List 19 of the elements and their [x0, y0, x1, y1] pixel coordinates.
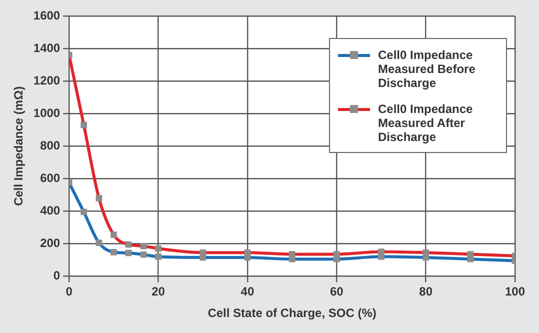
legend-label: Cell0 Impedance Measured After Discharge: [378, 102, 474, 144]
y-tick-label: 200: [40, 236, 60, 250]
y-tick-label: 1200: [33, 73, 60, 88]
x-tick-label: 80: [419, 284, 433, 299]
x-tick-label: 60: [330, 284, 344, 299]
y-tick-label: 1400: [33, 40, 60, 55]
y-axis-title: Cell Impedance (mΩ): [12, 86, 26, 206]
x-tick-label: 100: [504, 284, 526, 299]
y-tick-label: 600: [40, 170, 60, 185]
y-tick-label: 1600: [33, 8, 60, 22]
y-tick-label: 0: [53, 268, 60, 283]
y-tick-label: 1000: [33, 106, 60, 120]
y-tick-label: 800: [40, 138, 60, 152]
x-tick-label: 20: [152, 284, 166, 299]
y-tick-label: 400: [40, 203, 60, 218]
x-tick-label: 40: [240, 284, 254, 299]
x-axis-title: Cell State of Charge, SOC (%): [208, 306, 376, 320]
x-tick-label: 0: [66, 284, 73, 299]
legend-label: Cell0 Impedance Measured Before Discharge: [378, 48, 476, 90]
